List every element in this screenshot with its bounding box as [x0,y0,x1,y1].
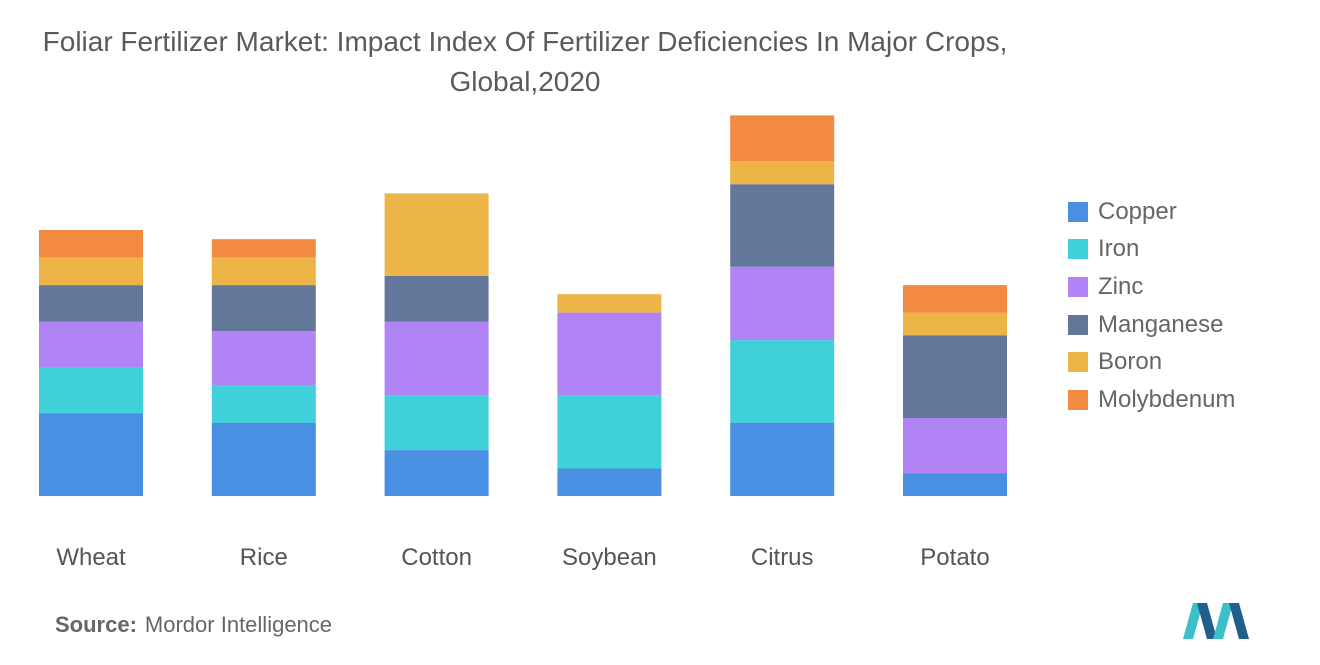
bar-segment-wheat-zinc [39,321,143,368]
bar-segment-soybean-zinc [557,312,662,396]
bar-segment-citrus-zinc [730,266,835,341]
legend-swatch-copper [1068,201,1088,222]
bar-segment-wheat-iron [39,367,143,414]
legend-item-zinc: Zinc [1068,268,1235,306]
bar-segment-potato-copper [903,473,1007,496]
bar-segment-citrus-molybdenum [730,115,835,162]
legend-swatch-boron [1068,352,1088,373]
bars-group [39,115,1007,496]
legend-swatch-zinc [1068,276,1088,297]
legend-item-boron: Boron [1068,343,1235,381]
bar-segment-rice-manganese [211,285,316,331]
chart-legend: Copper Iron Zinc Manganese Boron Molybdenum [1068,193,1235,419]
bar-segment-rice-molybdenum [211,239,316,258]
bar-segment-potato-boron [903,312,1007,336]
x-tick-label-potato: Potato [920,544,989,571]
legend-swatch-iron [1068,239,1088,260]
x-tick-label-rice: Rice [240,544,288,571]
bar-segment-rice-boron [211,257,316,286]
bar-segment-potato-zinc [903,418,1007,473]
x-tick-label-cotton: Cotton [401,544,472,571]
legend-item-molybdenum: Molybdenum [1068,381,1235,419]
bar-segment-soybean-iron [557,395,662,469]
bar-segment-soybean-copper [557,468,662,496]
source-text: Mordor Intelligence [144,612,333,637]
legend-label-zinc: Zinc [1098,272,1144,300]
bar-segment-rice-zinc [211,330,316,386]
bar-segment-potato-molybdenum [903,285,1007,313]
bar-segment-citrus-manganese [730,184,835,267]
legend-item-iron: Iron [1068,231,1235,269]
bar-segment-cotton-zinc [384,321,489,396]
category-labels: Wheat Rice Cotton Soybean Citrus Potato [56,544,989,571]
source-line: Source: Mordor Intelligence [55,612,332,638]
legend-swatch-molybdenum [1068,389,1088,410]
legend-label-manganese: Manganese [1098,310,1224,338]
x-tick-label-soybean: Soybean [562,544,657,571]
bar-segment-cotton-boron [384,193,489,276]
bar-segment-citrus-copper [730,422,835,496]
bar-segment-rice-copper [211,422,316,496]
chart-plot: Wheat Rice Cotton Soybean Citrus Potato [39,115,1007,571]
x-tick-label-citrus: Citrus [751,544,814,571]
bar-segment-potato-manganese [903,335,1007,418]
legend-label-copper: Copper [1098,197,1177,225]
legend-swatch-manganese [1068,314,1088,335]
bar-segment-cotton-manganese [384,275,489,322]
legend-item-copper: Copper [1068,193,1235,231]
legend-label-iron: Iron [1098,235,1140,263]
source-label: Source: [55,612,137,637]
bar-segment-citrus-iron [730,340,835,423]
bar-segment-wheat-boron [39,257,143,286]
bar-segment-soybean-boron [557,294,662,313]
legend-label-boron: Boron [1098,348,1163,376]
bar-segment-wheat-molybdenum [39,230,143,258]
x-tick-label-wheat: Wheat [56,544,126,571]
bar-segment-wheat-manganese [39,285,143,322]
legend-item-manganese: Manganese [1068,306,1235,344]
bar-segment-wheat-copper [39,413,143,496]
chart-title: Foliar Fertilizer Market: Impact Index O… [42,26,1008,97]
legend-label-molybdenum: Molybdenum [1098,385,1236,413]
bar-segment-citrus-boron [730,161,835,185]
mordor-intelligence-logo-icon [1183,603,1249,639]
bar-segment-rice-iron [211,386,316,423]
bar-segment-cotton-copper [384,450,489,496]
bar-segment-cotton-iron [384,395,489,451]
